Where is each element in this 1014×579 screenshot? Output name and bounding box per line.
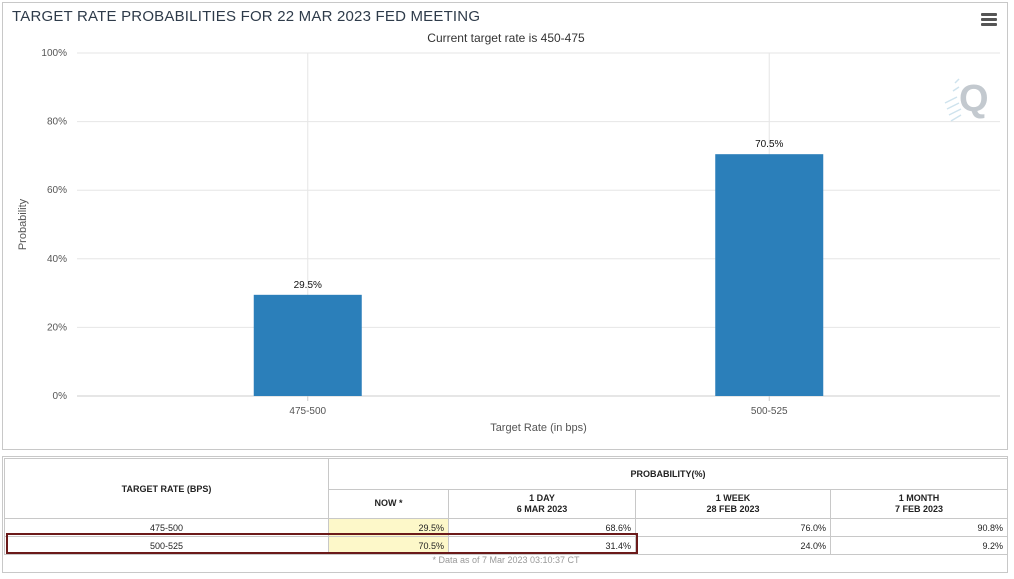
chart-subtitle: Current target rate is 450-475 [427, 31, 585, 45]
rate-cell: 475-500 [4, 518, 329, 537]
day-cell: 31.4% [448, 536, 636, 555]
month-cell: 90.8% [830, 518, 1008, 537]
chart-panel: 0% 20% 40% 60% 80% 100% 475-500 500-525 29.5% 7… [2, 2, 1008, 450]
probability-table: TARGET RATE (BPS) PROBABILITY(%) NOW * 1… [4, 458, 1008, 555]
col-1-day-header: 1 DAY 6 MAR 2023 [448, 488, 636, 519]
table-row: 475-500 29.5% 68.6% 76.0% 90.8% [4, 518, 1008, 537]
table-row: 500-525 70.5% 31.4% 24.0% 9.2% [4, 536, 1008, 555]
q-logo-icon: Q [944, 78, 989, 122]
target-rate-header: TARGET RATE (BPS) [4, 458, 329, 519]
probability-header: PROBABILITY(%) [328, 458, 1008, 490]
y-tick-label: 80% [47, 117, 67, 128]
data-label: 70.5% [755, 139, 783, 150]
y-tick-label: 0% [53, 391, 68, 402]
rate-cell: 500-525 [4, 536, 329, 555]
x-axis-ticks: 475-500 500-525 [289, 396, 788, 417]
hamburger-menu-icon[interactable] [981, 13, 997, 27]
bar-475-500[interactable] [253, 294, 362, 396]
col-now-header: NOW * [328, 488, 449, 519]
col-1-month-header: 1 MONTH 7 FEB 2023 [830, 488, 1008, 519]
bar-chart: 0% 20% 40% 60% 80% 100% 475-500 500-525 29.5% 7… [17, 48, 1000, 434]
data-labels: 29.5% 70.5% [294, 139, 784, 291]
probability-table-panel: TARGET RATE (BPS) PROBABILITY(%) NOW * 1… [2, 456, 1008, 573]
month-cell: 9.2% [830, 536, 1008, 555]
data-timestamp-footnote: * Data as of 7 Mar 2023 03:10:37 CT [432, 555, 580, 565]
y-axis-ticks: 0% 20% 40% 60% 80% 100% [41, 48, 67, 402]
data-label: 29.5% [294, 280, 322, 291]
day-cell: 68.6% [448, 518, 636, 537]
week-cell: 24.0% [635, 536, 831, 555]
now-cell: 70.5% [328, 536, 449, 555]
grid-lines [77, 52, 1000, 397]
y-tick-label: 60% [47, 185, 67, 196]
col-1-week-header: 1 WEEK 28 FEB 2023 [635, 488, 831, 519]
x-axis-title: Target Rate (in bps) [490, 422, 587, 434]
week-cell: 76.0% [635, 518, 831, 537]
svg-text:Q: Q [959, 78, 989, 120]
y-tick-label: 20% [47, 322, 67, 333]
bars [253, 154, 824, 396]
x-tick-label: 500-525 [751, 406, 788, 417]
x-tick-label: 475-500 [289, 406, 326, 417]
bar-500-525[interactable] [715, 154, 824, 396]
y-axis-title: Probability [17, 198, 29, 250]
now-cell: 29.5% [328, 518, 449, 537]
y-tick-label: 100% [41, 48, 67, 59]
y-tick-label: 40% [47, 254, 67, 265]
chart-title: TARGET RATE PROBABILITIES FOR 22 MAR 202… [12, 8, 481, 25]
